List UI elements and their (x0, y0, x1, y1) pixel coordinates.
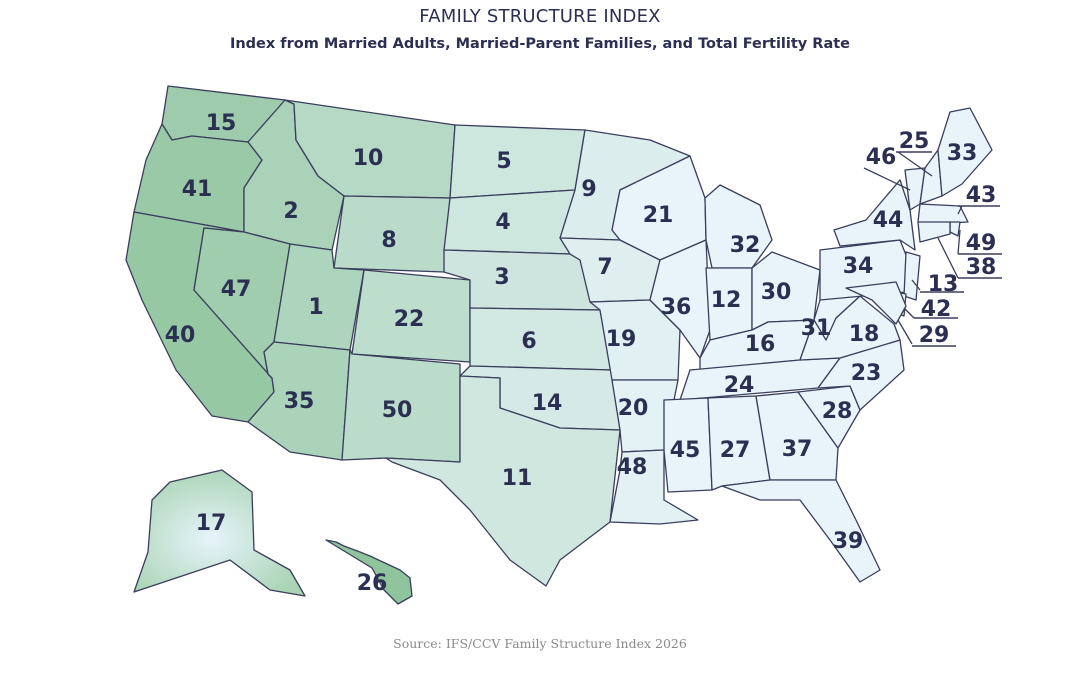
rank-label-sd: 4 (495, 210, 510, 235)
rank-label-md: 29 (919, 323, 950, 348)
rank-label-wv: 31 (801, 316, 832, 341)
state-ct (917, 221, 951, 243)
rank-label-il: 36 (661, 295, 692, 320)
rank-label-pa: 34 (843, 254, 874, 279)
states-layer (125, 85, 993, 605)
rank-label-vt: 46 (866, 145, 897, 170)
rank-label-ar: 20 (618, 396, 649, 421)
state-la (609, 449, 699, 525)
source-note: Source: IFS/CCV Family Structure Index 2… (393, 636, 687, 651)
rank-label-nc: 23 (851, 361, 882, 386)
leader-line-nh (897, 151, 933, 177)
rank-label-me: 33 (947, 141, 978, 166)
state-ri (949, 221, 961, 237)
rank-label-ms: 45 (670, 438, 701, 463)
rank-label-in: 12 (711, 288, 742, 313)
rank-label-ny: 44 (873, 208, 904, 233)
state-fl (721, 479, 881, 583)
leader-line-nj (911, 279, 921, 291)
rank-label-mt: 10 (353, 146, 384, 171)
rank-label-wy: 8 (381, 228, 396, 253)
state-ak (133, 469, 306, 597)
state-hi (325, 539, 413, 605)
rank-label-mo: 19 (606, 327, 637, 352)
rank-label-az: 35 (284, 389, 315, 414)
leader-line-vt (863, 167, 911, 191)
rank-label-al: 27 (720, 438, 751, 463)
rank-label-ma: 43 (966, 183, 997, 208)
state-nj (903, 251, 921, 301)
rank-label-tx: 11 (502, 466, 533, 491)
map-subtitle: Index from Married Adults, Married-Paren… (229, 36, 851, 52)
rank-label-ct: 38 (966, 255, 997, 280)
state-ga (755, 391, 839, 481)
state-ny (833, 179, 916, 251)
rank-label-ca: 40 (165, 323, 196, 348)
rank-label-ok: 14 (532, 391, 563, 416)
rank-label-la: 48 (617, 455, 648, 480)
rank-label-sc: 28 (822, 399, 853, 424)
state-nd (449, 124, 586, 199)
state-ks (469, 307, 613, 371)
state-ms (663, 397, 713, 493)
leader-line-de (903, 307, 915, 319)
leader-lines (863, 151, 1002, 347)
rank-label-co: 22 (394, 307, 425, 332)
map-title: FAMILY STRUCTURE INDEX (419, 6, 661, 27)
leader-line-md (897, 319, 913, 345)
rank-label-wa: 15 (206, 111, 237, 136)
rank-label-ri: 49 (966, 231, 997, 256)
rank-label-nm: 50 (382, 398, 413, 423)
rank-label-oh: 30 (761, 280, 792, 305)
rank-label-tn: 24 (724, 373, 755, 398)
rank-label-ut: 1 (308, 295, 323, 320)
rank-label-mi: 32 (730, 233, 761, 258)
rank-label-nd: 5 (496, 149, 511, 174)
rank-label-ak: 17 (196, 511, 227, 536)
leader-line-ct (937, 237, 959, 279)
rank-label-fl: 39 (833, 529, 864, 554)
rank-label-nh: 25 (899, 129, 930, 154)
rank-label-nj: 13 (928, 272, 959, 297)
rank-label-wi: 21 (643, 203, 674, 228)
rank-label-id: 2 (283, 199, 298, 224)
rank-label-ky: 16 (745, 332, 776, 357)
state-me (937, 107, 993, 197)
rank-label-hi: 26 (357, 571, 388, 596)
rank-label-ks: 6 (521, 329, 536, 354)
rank-label-de: 42 (921, 297, 952, 322)
state-tx (385, 375, 621, 587)
rank-label-va: 18 (849, 322, 880, 347)
state-ma (917, 203, 969, 225)
leader-line-ri (957, 229, 961, 255)
rank-label-nv: 47 (221, 277, 252, 302)
rank-label-ga: 37 (782, 437, 813, 462)
state-md (845, 281, 907, 325)
rank-labels: 1541402471081352250543614119719204821363… (165, 111, 997, 596)
rank-label-mn: 9 (581, 177, 596, 202)
rank-label-or: 41 (182, 177, 213, 202)
rank-label-ne: 3 (494, 265, 509, 290)
rank-label-ia: 7 (597, 255, 612, 280)
leader-line-ma (957, 205, 963, 215)
